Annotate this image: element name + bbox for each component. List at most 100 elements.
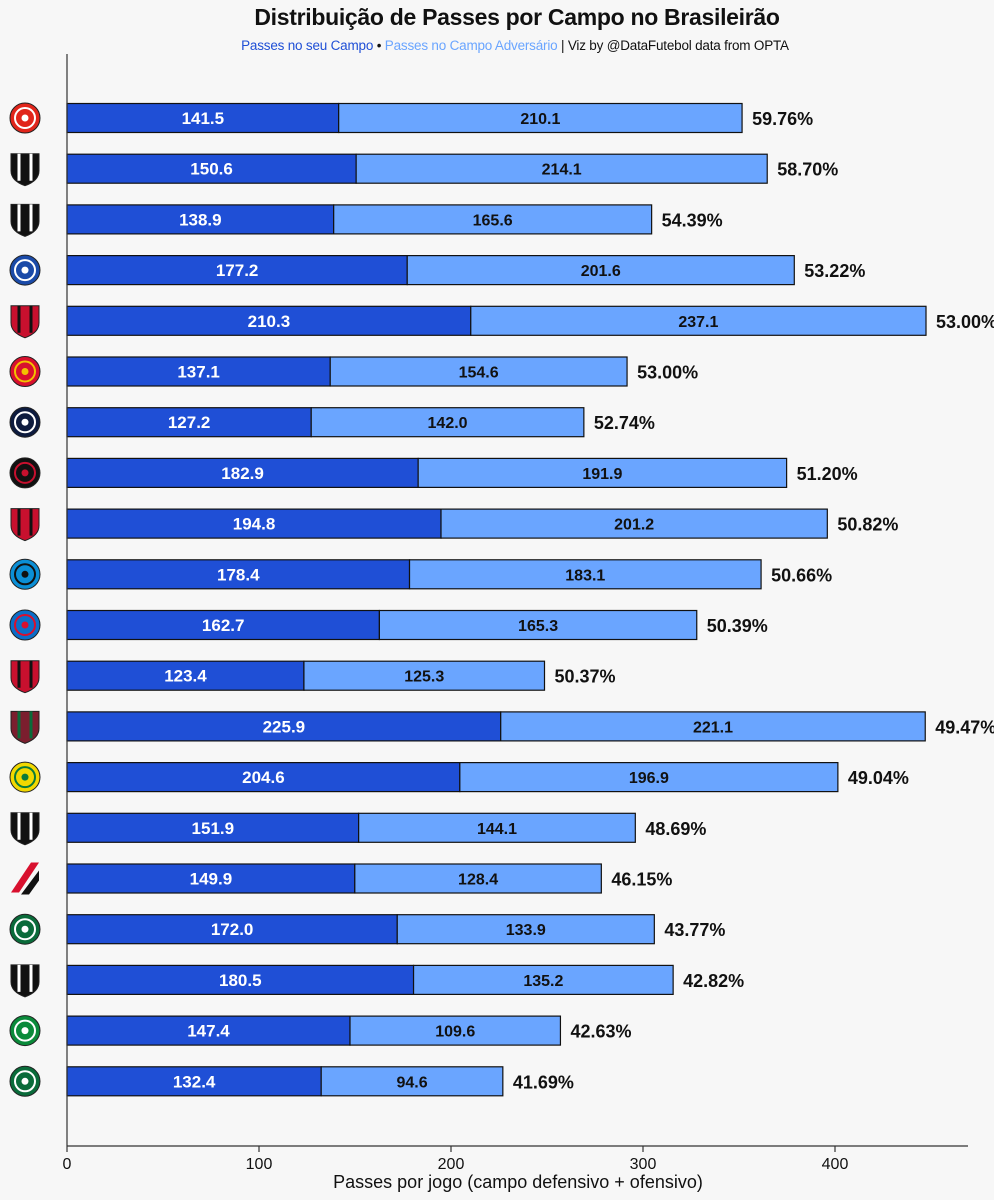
x-tick-label: 200	[438, 1156, 465, 1173]
bar-row: 180.5 135.2 42.82%	[66, 964, 744, 996]
chart-title: Distribuição de Passes por Campo no Bras…	[254, 4, 780, 30]
percent-label: 53.00%	[637, 363, 698, 383]
fluminense-crest-icon	[10, 710, 40, 744]
bar-opponent-field	[396, 914, 655, 945]
bar-opponent-field	[354, 863, 602, 894]
bar-opponent-label: 183.1	[565, 567, 605, 584]
x-tick-label: 0	[63, 1156, 72, 1173]
bar-opponent-label: 94.6	[396, 1074, 427, 1091]
percent-label: 53.00%	[936, 312, 994, 332]
mirassol-crest-icon	[9, 761, 41, 793]
percent-label: 49.47%	[935, 717, 994, 737]
bar-own-label: 180.5	[219, 971, 262, 990]
bar-opponent-label: 237.1	[678, 314, 718, 331]
bar-opponent-field	[358, 812, 636, 843]
santos-crest-icon	[10, 203, 40, 237]
bar-opponent-field	[408, 559, 762, 590]
bar-row: 150.6 214.1 58.70%	[66, 153, 838, 184]
bar-opponent-field	[333, 204, 653, 235]
bar-row: 149.9 128.4 46.15%	[66, 863, 672, 894]
bar-opponent-label: 109.6	[435, 1024, 475, 1041]
bar-opponent-field	[329, 356, 628, 387]
chapecoense-crest-icon	[9, 1015, 41, 1047]
bar-row: 151.9 144.1 48.69%	[66, 812, 706, 843]
percent-label: 52.74%	[594, 413, 655, 433]
x-tick-label: 300	[630, 1156, 657, 1173]
bar-row: 177.2 201.6 53.22%	[66, 255, 865, 286]
bar-opponent-label: 133.9	[506, 922, 546, 939]
bar-own-label: 149.9	[190, 870, 233, 889]
bar-own-field	[66, 457, 419, 488]
legend-own-field: Passes no seu Campo	[241, 38, 374, 53]
bar-own-label: 182.9	[221, 464, 264, 483]
percent-label: 58.70%	[777, 160, 838, 180]
bar-own-label: 151.9	[192, 819, 235, 838]
percent-label: 41.69%	[513, 1072, 574, 1092]
bar-opponent-label: 210.1	[520, 111, 560, 128]
percent-label: 59.76%	[752, 109, 813, 129]
bar-opponent-field	[470, 305, 927, 336]
bar-own-field	[66, 812, 360, 843]
bar-own-label: 225.9	[263, 717, 306, 736]
bar-own-label: 141.5	[182, 109, 225, 128]
bar-own-label: 177.2	[216, 261, 259, 280]
bar-row: 194.8 201.2 50.82%	[66, 508, 898, 539]
coritiba-crest-icon	[9, 1065, 41, 1097]
bar-row: 147.4 109.6 42.63%	[66, 1015, 632, 1046]
legend-opponent-field: Passes no Campo Adversário	[384, 38, 558, 53]
bar-opponent-label: 165.6	[473, 212, 513, 229]
bar-opponent-field	[500, 711, 926, 742]
athletico-pr-crest-icon	[11, 862, 39, 895]
botafogo-crest-icon	[10, 964, 40, 998]
vasco-crest-icon	[10, 153, 40, 187]
bar-own-field	[66, 255, 408, 286]
chart-credit: | Viz by @DataFutebol data from OPTA	[557, 38, 789, 53]
gremio-crest-icon	[9, 558, 41, 590]
x-tick-label: 100	[246, 1156, 273, 1173]
percent-label: 42.63%	[570, 1022, 631, 1042]
bar-opponent-field	[378, 609, 698, 641]
bar-opponent-field	[440, 508, 828, 539]
remo-crest-icon	[9, 406, 41, 438]
sao-paulo-crest-icon	[10, 508, 40, 542]
bar-own-field	[66, 559, 411, 590]
bar-opponent-label: 191.9	[582, 466, 622, 483]
bar-opponent-field	[349, 1015, 562, 1046]
x-axis-label: Passes por jogo (campo defensivo + ofens…	[333, 1172, 703, 1192]
bar-opponent-label: 125.3	[404, 669, 444, 686]
bar-opponent-label: 196.9	[629, 770, 669, 787]
percent-label: 50.37%	[555, 667, 616, 687]
bar-row: 141.5 210.1 59.76%	[66, 102, 813, 134]
bar-opponent-label: 154.6	[459, 365, 499, 382]
bar-row: 225.9 221.1 49.47%	[66, 711, 994, 742]
vitoria-crest-icon	[10, 660, 40, 694]
internacional-crest-icon	[9, 102, 41, 134]
bar-own-field	[66, 1066, 322, 1097]
palmeiras-crest-icon	[9, 913, 41, 945]
bar-opponent-field	[303, 660, 546, 691]
bar-own-field	[66, 407, 312, 438]
bar-row: 137.1 154.6 53.00%	[66, 356, 698, 387]
percent-label: 50.39%	[707, 616, 768, 636]
bar-opponent-field	[417, 457, 788, 488]
bar-opponent-label: 128.4	[458, 872, 498, 889]
x-axis: 0 100 200 300 400	[63, 54, 968, 1173]
bar-own-label: 132.4	[173, 1072, 216, 1091]
bar-row: 132.4 94.6 41.69%	[66, 1066, 574, 1097]
bar-opponent-field	[355, 153, 768, 184]
bar-opponent-label: 214.1	[542, 162, 582, 179]
bar-row: 204.6 196.9 49.04%	[66, 761, 909, 793]
percent-label: 49.04%	[848, 768, 909, 788]
percent-label: 50.66%	[771, 565, 832, 585]
bar-own-label: 123.4	[164, 667, 207, 686]
bar-row: 178.4 183.1 50.66%	[66, 559, 832, 590]
bar-own-field	[66, 964, 415, 996]
bar-opponent-field	[412, 964, 674, 996]
bar-own-field	[66, 102, 340, 134]
bar-row: 138.9 165.6 54.39%	[66, 204, 723, 235]
bar-opponent-label: 144.1	[477, 821, 517, 838]
bar-row: 127.2 142.0 52.74%	[66, 407, 655, 438]
bar-opponent-field	[459, 761, 839, 793]
legend-separator: •	[373, 38, 385, 53]
